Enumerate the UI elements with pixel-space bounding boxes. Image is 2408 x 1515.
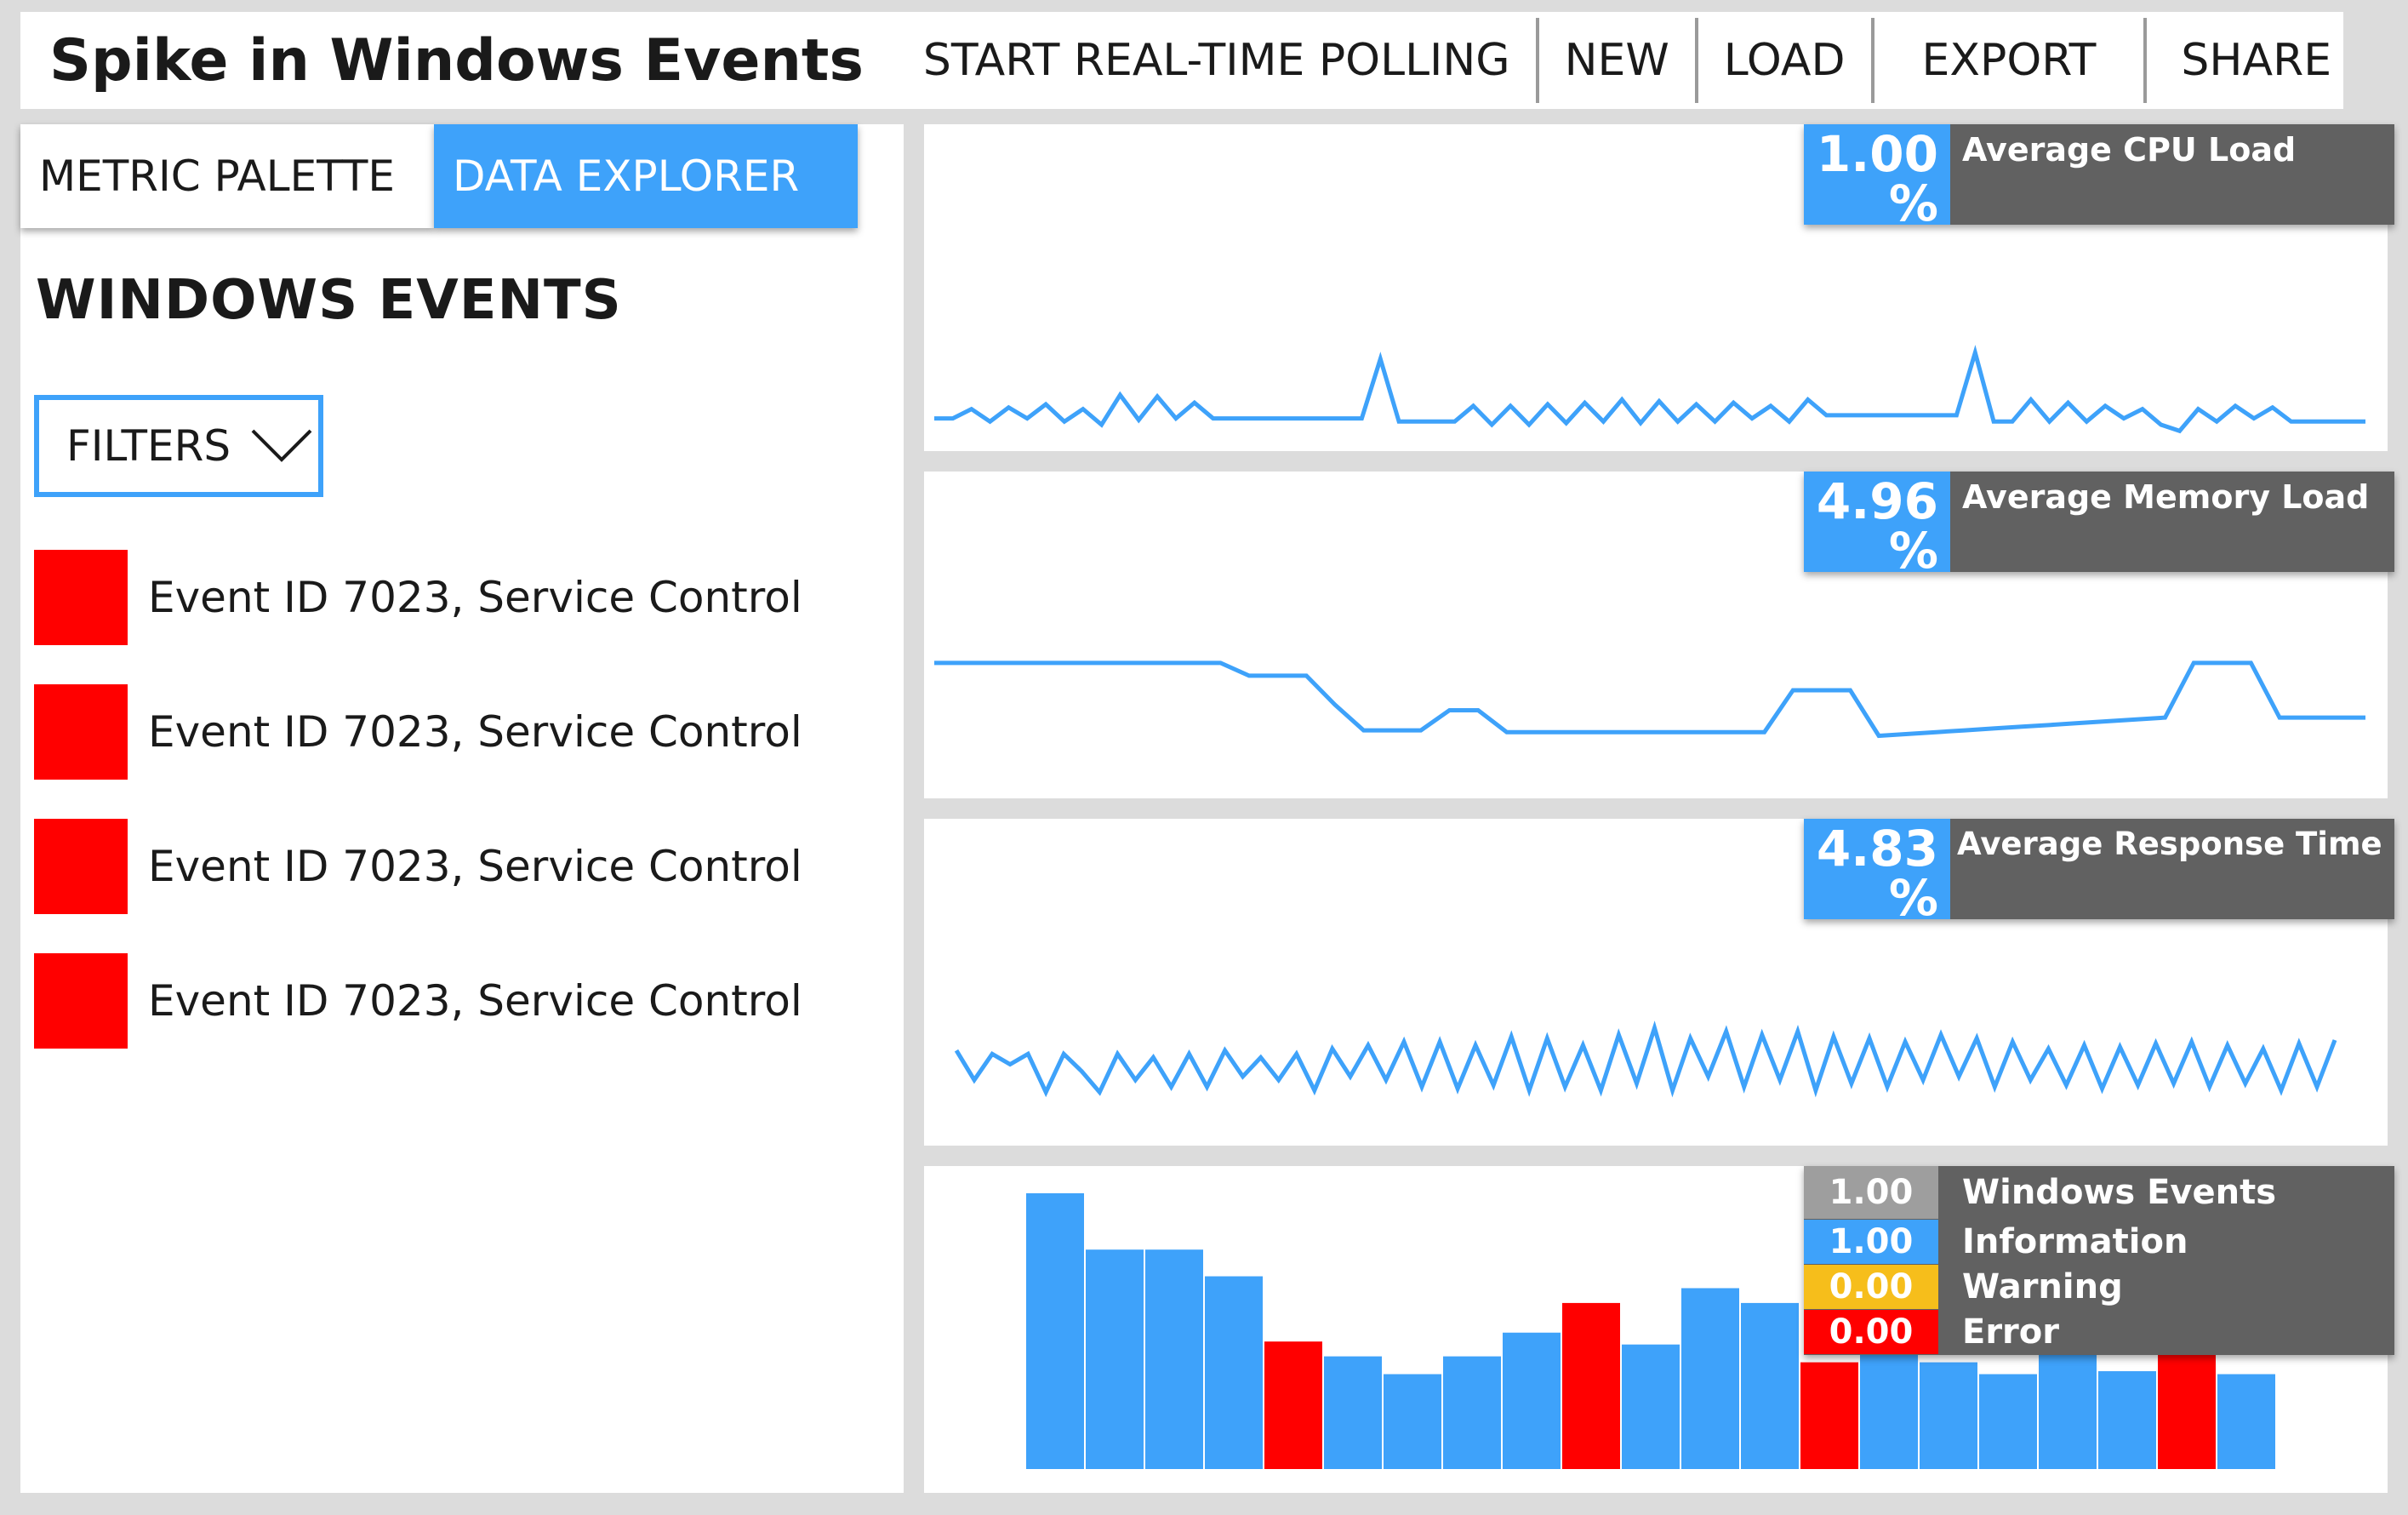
chart-bar <box>1741 1302 1799 1469</box>
chart-bar <box>1026 1193 1084 1469</box>
chart-bar <box>1443 1356 1501 1469</box>
kpi-unit: % <box>1888 522 1938 580</box>
load-button[interactable]: LOAD <box>1723 35 1846 86</box>
error-swatch <box>34 684 128 780</box>
windows-events-card: 1.00 Windows Events 1.00 Information 0.0… <box>924 1166 2394 1493</box>
legend-row: 0.00 Error <box>1804 1310 2394 1354</box>
tab-metric-palette[interactable]: METRIC PALETTE <box>20 124 434 228</box>
chart-bar <box>2039 1332 2097 1469</box>
legend-value: 0.00 <box>1804 1265 1938 1309</box>
series-line <box>954 1020 2337 1098</box>
list-item[interactable]: Event ID 7023, Service Control <box>34 684 802 780</box>
list-item[interactable]: Event ID 7023, Service Control <box>34 953 802 1049</box>
chart-bar <box>1562 1302 1620 1469</box>
chart-bar <box>1920 1362 1977 1469</box>
list-item[interactable]: Event ID 7023, Service Control <box>34 550 802 645</box>
chart-bar <box>1264 1341 1322 1469</box>
kpi-number: 4.96 <box>1816 472 1938 530</box>
chart-bar <box>2217 1374 2275 1469</box>
legend-value: 0.00 <box>1804 1310 1938 1354</box>
memory-load-card: 4.96 % Average Memory Load <box>924 472 2394 798</box>
menu-divider <box>1535 18 1539 103</box>
main-menu: START REAL-TIME POLLING NEW LOAD EXPORT … <box>898 12 2365 109</box>
kpi-value: 1.00 % <box>1804 124 1950 232</box>
legend-row: 0.00 Warning <box>1804 1265 2394 1309</box>
share-button[interactable]: SHARE <box>2181 35 2332 86</box>
kpi-label: Average Memory Load <box>1950 472 2394 572</box>
series-line <box>934 660 2365 739</box>
legend-row: 1.00 Information <box>1804 1220 2394 1264</box>
section-title: WINDOWS EVENTS <box>36 269 622 332</box>
chevron-down-icon <box>251 429 312 462</box>
legend-label: Information <box>1962 1222 2188 1261</box>
chart-bar <box>1503 1332 1561 1469</box>
event-label: Event ID 7023, Service Control <box>148 842 802 891</box>
kpi-number: 4.83 <box>1816 820 1938 878</box>
chart-bar <box>1800 1362 1858 1469</box>
cpu-load-card: 1.00 % Average CPU Load <box>924 124 2394 451</box>
legend-label: Error <box>1962 1312 2059 1352</box>
legend-row: 1.00 Windows Events <box>1804 1166 2394 1219</box>
chart-bar <box>1979 1374 2037 1469</box>
kpi-box: 1.00 % Average CPU Load <box>1804 124 2394 232</box>
chart-bar <box>1622 1344 1680 1469</box>
error-swatch <box>34 953 128 1049</box>
kpi-box: 4.83 % Average Response Time <box>1804 819 2394 923</box>
chart-bar <box>1681 1288 1739 1469</box>
chart-bar <box>1384 1374 1441 1469</box>
kpi-unit: % <box>1888 869 1938 927</box>
kpi-number: 1.00 <box>1816 125 1938 183</box>
legend-label: Warning <box>1962 1267 2123 1306</box>
chart-bar <box>1145 1249 1203 1469</box>
response-time-card: 4.83 % Average Response Time <box>924 819 2394 1146</box>
new-button[interactable]: NEW <box>1564 35 1669 86</box>
menu-divider <box>1694 18 1698 103</box>
sidebar-panel: METRIC PALETTE DATA EXPLORER WINDOWS EVE… <box>20 124 904 1493</box>
menu-divider <box>1870 18 1874 103</box>
kpi-box: 4.96 % Average Memory Load <box>1804 472 2394 580</box>
cpu-load-chart <box>934 345 2365 434</box>
top-bar: Spike in Windows Events START REAL-TIME … <box>20 12 2343 109</box>
series-line <box>934 345 2365 434</box>
event-label: Event ID 7023, Service Control <box>148 976 802 1026</box>
event-label: Event ID 7023, Service Control <box>148 573 802 622</box>
kpi-unit: % <box>1888 174 1938 232</box>
event-label: Event ID 7023, Service Control <box>148 707 802 757</box>
windows-events-bar-chart <box>1026 1193 2275 1469</box>
chart-bar <box>1324 1356 1382 1469</box>
filters-label: FILTERS <box>66 421 231 471</box>
legend-value: 1.00 <box>1804 1220 1938 1264</box>
chart-bar <box>1086 1249 1144 1469</box>
menu-divider <box>2143 18 2148 103</box>
kpi-value: 4.83 % <box>1804 819 1950 923</box>
legend-label: Windows Events <box>1962 1173 2277 1212</box>
memory-load-chart <box>934 660 2365 739</box>
list-item[interactable]: Event ID 7023, Service Control <box>34 819 802 914</box>
chart-bar <box>1205 1276 1263 1469</box>
panel-tabs: METRIC PALETTE DATA EXPLORER <box>20 124 858 228</box>
tab-data-explorer[interactable]: DATA EXPLORER <box>434 124 858 228</box>
kpi-value: 4.96 % <box>1804 472 1950 580</box>
kpi-label: Average CPU Load <box>1950 124 2394 225</box>
error-swatch <box>34 819 128 914</box>
start-polling-button[interactable]: START REAL-TIME POLLING <box>922 35 1510 86</box>
response-time-chart <box>954 1020 2337 1098</box>
filters-dropdown[interactable]: FILTERS <box>34 395 323 497</box>
legend-value: 1.00 <box>1804 1166 1938 1219</box>
events-legend: 1.00 Windows Events 1.00 Information 0.0… <box>1804 1166 2394 1355</box>
export-button[interactable]: EXPORT <box>1921 35 2097 86</box>
chart-bar <box>2098 1371 2156 1469</box>
page-title: Spike in Windows Events <box>49 26 864 94</box>
error-swatch <box>34 550 128 645</box>
chart-bar <box>1860 1353 1918 1469</box>
kpi-label: Average Response Time <box>1950 819 2394 919</box>
